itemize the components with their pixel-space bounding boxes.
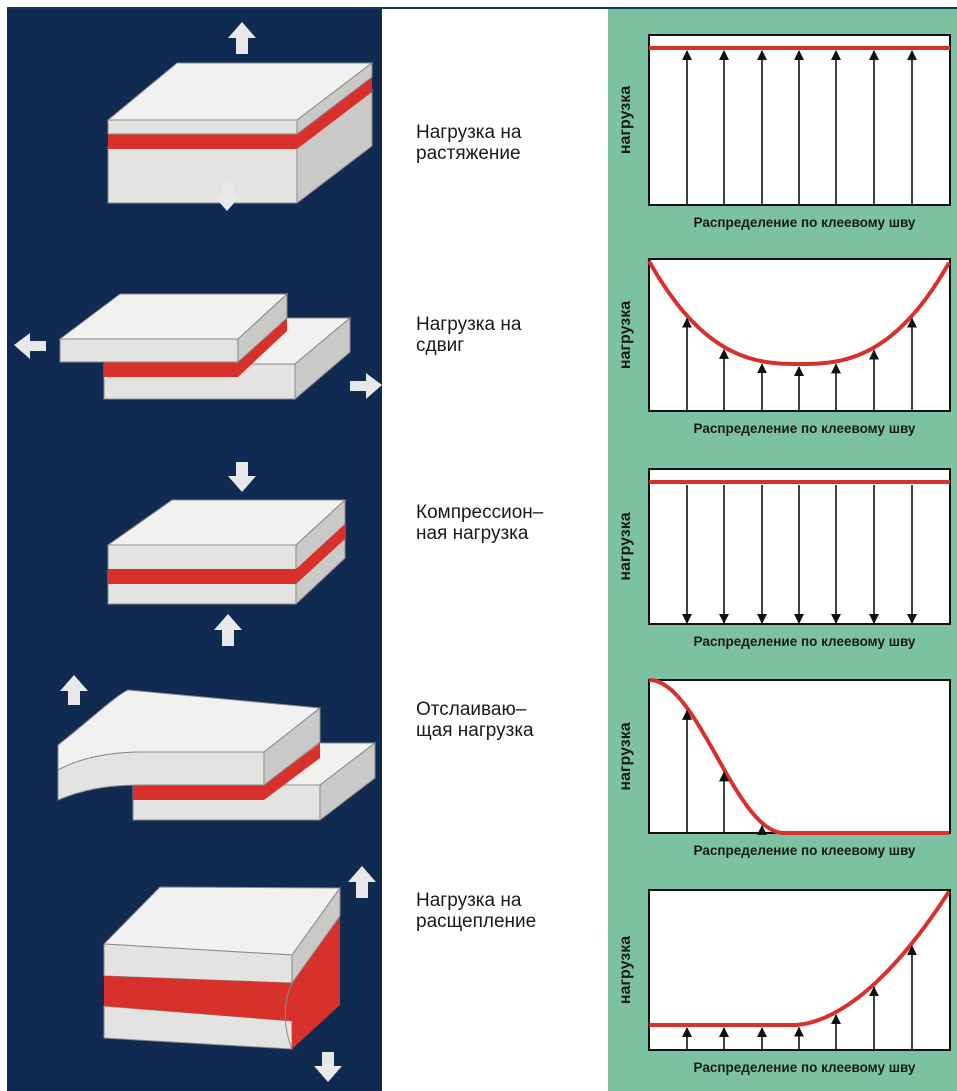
arrow-down-icon: [213, 181, 241, 211]
label-cleavage: Нагрузка на расщепление: [416, 890, 606, 932]
arrow-up-icon: [60, 675, 88, 705]
label-line: ная нагрузка: [416, 523, 529, 544]
graph-1: Распределение по клеевому шву нагрузка: [617, 34, 951, 230]
load-curve: [649, 890, 951, 1027]
specimen-cleavage: [102, 886, 341, 1050]
graph-frame: [648, 679, 951, 834]
load-curve: [647, 260, 951, 366]
arrow-up-icon: [228, 22, 256, 54]
y-axis-label: нагрузка: [617, 936, 634, 1004]
graph-5: Распределение по клеевому шву нагрузка: [617, 889, 951, 1075]
graph-4: Распределение по клеевому шву нагрузка: [617, 678, 951, 858]
label-line: Нагрузка на: [416, 122, 522, 143]
x-axis-label: Распределение по клеевому шву: [694, 215, 916, 230]
graph-2: Распределение по клеевому шву нагрузка: [617, 258, 951, 436]
label-line: растяжение: [416, 143, 521, 164]
load-curve: [648, 678, 949, 835]
label-compression: Компрессион– ная нагрузка: [416, 502, 606, 544]
specimen-tensile-top: [106, 61, 374, 136]
y-axis-label: нагрузка: [617, 301, 634, 369]
label-line: Нагрузка на: [416, 890, 522, 911]
arrow-right-icon: [350, 373, 382, 399]
specimen-shear: [58, 292, 352, 401]
y-axis-label: нагрузка: [617, 86, 634, 154]
arrow-up-icon: [348, 866, 376, 898]
x-axis-label: Распределение по клеевому шву: [694, 843, 916, 858]
top-border: [7, 7, 957, 9]
label-shear: Нагрузка на сдвиг: [416, 314, 606, 356]
x-axis-label: Распределение по клеевому шву: [694, 421, 916, 436]
label-line: расщепление: [416, 911, 537, 932]
arrow-down-icon: [314, 1052, 342, 1082]
y-axis-label: нагрузка: [617, 722, 634, 790]
x-axis-label: Распределение по клеевому шву: [694, 1060, 916, 1075]
x-axis-label: Распределение по клеевому шву: [694, 634, 916, 649]
arrow-down-icon: [228, 462, 256, 492]
label-line: Компрессион–: [416, 502, 544, 523]
specimen-peel: [57, 689, 377, 822]
y-axis-label: нагрузка: [617, 512, 634, 580]
arrow-left-icon: [14, 333, 46, 359]
label-line: щая нагрузка: [416, 720, 534, 741]
label-tensile: Нагрузка на растяжение: [416, 122, 606, 164]
label-line: Отслаиваю–: [416, 699, 527, 720]
label-line: сдвиг: [416, 335, 465, 356]
specimen-compression: [106, 498, 347, 606]
label-line: Нагрузка на: [416, 314, 522, 335]
arrow-up-icon: [214, 614, 242, 646]
label-peel: Отслаиваю– щая нагрузка: [416, 699, 606, 741]
graph-3: Распределение по клеевому шву нагрузка: [617, 468, 951, 649]
